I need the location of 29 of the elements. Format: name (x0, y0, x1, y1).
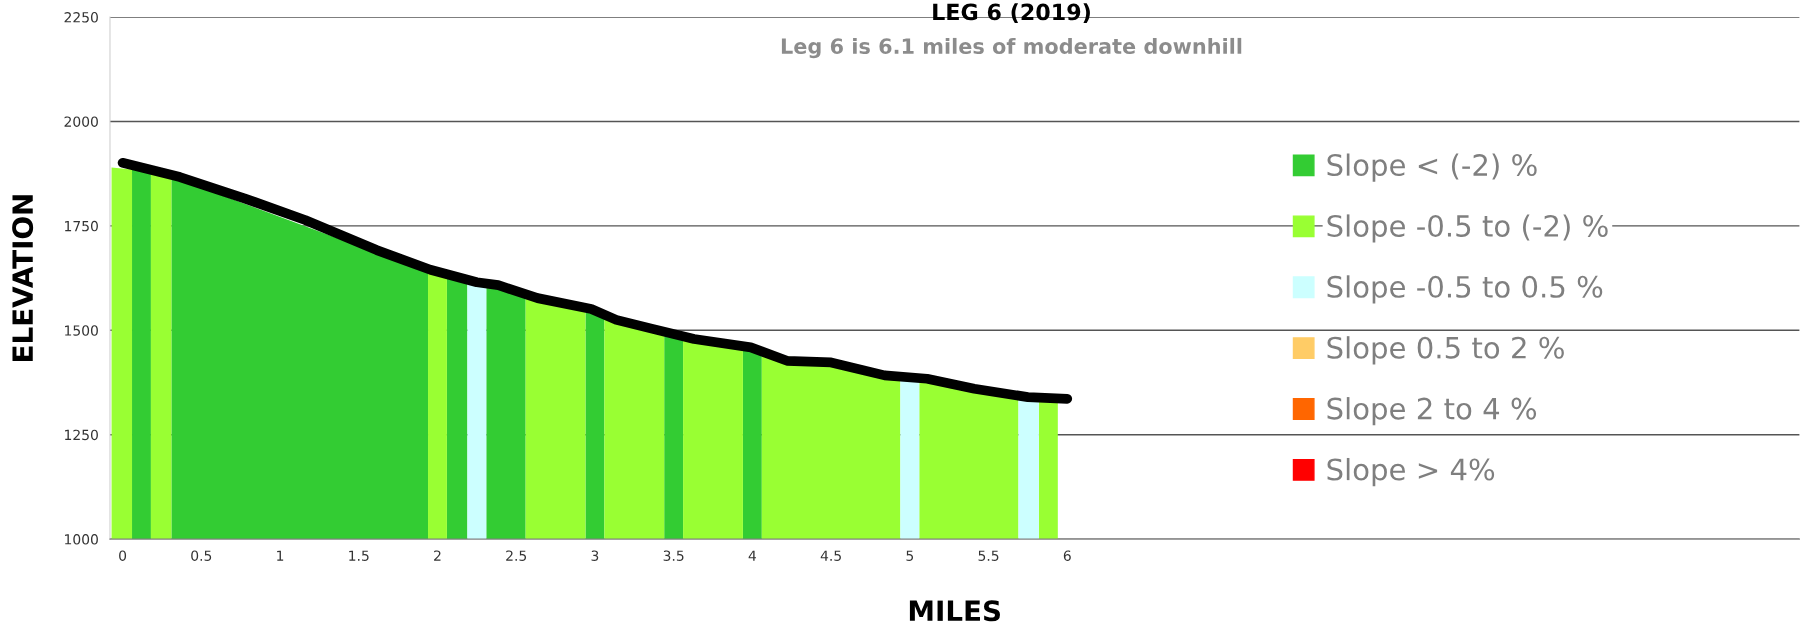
x-tick-label: 5 (906, 550, 914, 561)
text: Leg 6 is 6.1 miles of moderate downhill (781, 37, 1242, 59)
x-tick-label: 2 (434, 550, 441, 561)
legend-label: Slope < (-2) % (1327, 153, 1537, 182)
x-tick-label: 3.5 (663, 550, 684, 561)
x-tick-label: 0 (119, 550, 127, 561)
legend-label: Slope 2 to 4 % (1327, 397, 1537, 426)
x-tick-label: 6 (1063, 550, 1071, 561)
x-tick-label: 1.5 (349, 550, 369, 561)
y-tick-label: 1750 (65, 220, 98, 232)
x-tick-label: 4 (748, 550, 757, 561)
x-tick-label: 2.5 (506, 550, 527, 561)
y-tick-label: 1250 (65, 429, 98, 441)
y-axis-title: ELEVATION (12, 195, 34, 361)
legend-label: Slope -0.5 to (-2) % (1327, 214, 1608, 243)
y-tick-label: 2000 (64, 116, 98, 127)
legend-label: Slope -0.5 to 0.5 % (1327, 275, 1603, 304)
x-tick-label: 1 (277, 550, 284, 561)
x-tick-label: 3 (591, 550, 599, 561)
x-tick-label: 4.5 (820, 550, 841, 561)
y-tick-label: 2250 (64, 12, 98, 23)
x-axis-title: MILES (909, 600, 1000, 622)
x-tick-label: 0.5 (191, 550, 212, 561)
chart-title: LEG 6 (2019) (933, 3, 1090, 23)
y-tick-label: 1500 (65, 325, 98, 336)
x-tick-label: 5.5 (978, 550, 999, 561)
legend-label: Slope 0.5 to 2 % (1327, 336, 1564, 365)
legend-label: Slope > 4% (1327, 457, 1495, 487)
y-tick-label: 1000 (65, 534, 98, 545)
